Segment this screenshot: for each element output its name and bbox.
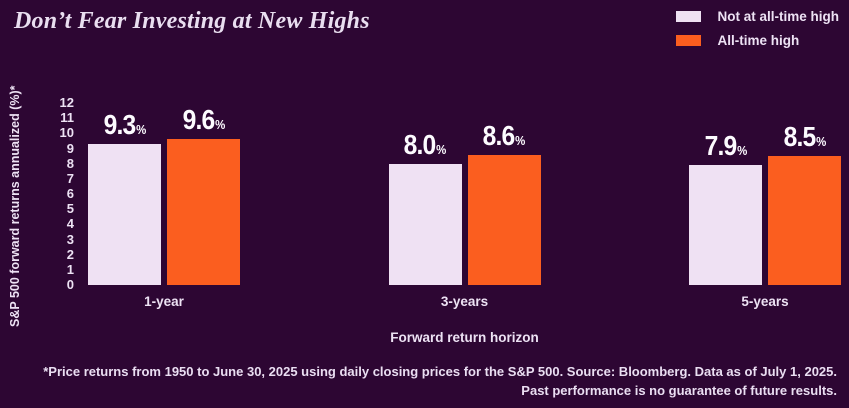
bar-value-label: 9.6% xyxy=(182,104,225,136)
bar: 8.5% xyxy=(768,123,841,285)
bar-value-label: 8.6% xyxy=(482,119,526,151)
chart-title: Don’t Fear Investing at New Highs xyxy=(14,8,370,34)
y-tick-label: 4 xyxy=(66,216,74,232)
bar-value-label: 9.3% xyxy=(103,108,146,140)
footnote-line-1: *Price returns from 1950 to June 30, 202… xyxy=(43,364,837,380)
bar-value-label: 7.9% xyxy=(704,130,747,162)
legend-swatch-ath-icon xyxy=(675,35,701,46)
legend: Not at all-time high All-time high xyxy=(675,9,840,48)
bar-chart-plot-area: 9.3% 9.6% 1-year 8.0% 8.6% 3-years 7.9% 8.5% 5-y… xyxy=(88,103,841,309)
bar: 9.3% xyxy=(88,110,161,285)
bar: 7.9% xyxy=(689,132,762,285)
legend-label: Not at all-time high xyxy=(717,9,840,24)
bar-value-label: 8.5% xyxy=(783,121,826,153)
y-tick-label: 11 xyxy=(60,110,74,126)
footnote: *Price returns from 1950 to June 30, 202… xyxy=(14,363,837,401)
bar-group: 8.0% 8.6% 3-years xyxy=(388,103,541,309)
x-axis-title: Forward return horizon xyxy=(390,330,539,345)
legend-item-ath: All-time high xyxy=(675,33,840,48)
x-category-label: 3-years xyxy=(440,294,489,309)
footnote-line-2: Past performance is no guarantee of futu… xyxy=(521,383,837,399)
y-tick-label: 2 xyxy=(66,246,74,262)
legend-item-not-ath: Not at all-time high xyxy=(675,9,840,24)
y-tick-label: 5 xyxy=(66,201,74,217)
x-category-label: 1-year xyxy=(144,294,184,309)
y-tick-label: 1 xyxy=(66,261,74,277)
y-axis-ticks: 0 1 2 3 4 5 6 7 8 9 10 11 12 xyxy=(46,95,74,292)
y-tick-label: 0 xyxy=(66,277,74,292)
bar: 9.6% xyxy=(167,106,240,285)
y-tick-label: 3 xyxy=(66,231,74,247)
bar-group: 7.9% 8.5% 5-years xyxy=(689,103,841,309)
legend-swatch-not-ath-icon xyxy=(675,11,701,22)
y-axis-title: S&P 500 forward returns annualized (%)* xyxy=(8,85,22,327)
y-tick-label: 10 xyxy=(59,125,74,141)
y-tick-label: 7 xyxy=(66,170,74,186)
x-category-label: 5-years xyxy=(741,294,789,309)
y-tick-label: 6 xyxy=(66,186,74,201)
y-tick-label: 8 xyxy=(66,155,74,171)
bar-group: 9.3% 9.6% 1-year xyxy=(88,103,240,309)
bar: 8.6% xyxy=(467,121,541,285)
y-tick-label: 12 xyxy=(59,95,74,110)
y-tick-label: 9 xyxy=(66,140,74,156)
bar: 8.0% xyxy=(388,130,462,285)
legend-label: All-time high xyxy=(717,33,800,48)
bar-value-label: 8.0% xyxy=(403,128,447,160)
